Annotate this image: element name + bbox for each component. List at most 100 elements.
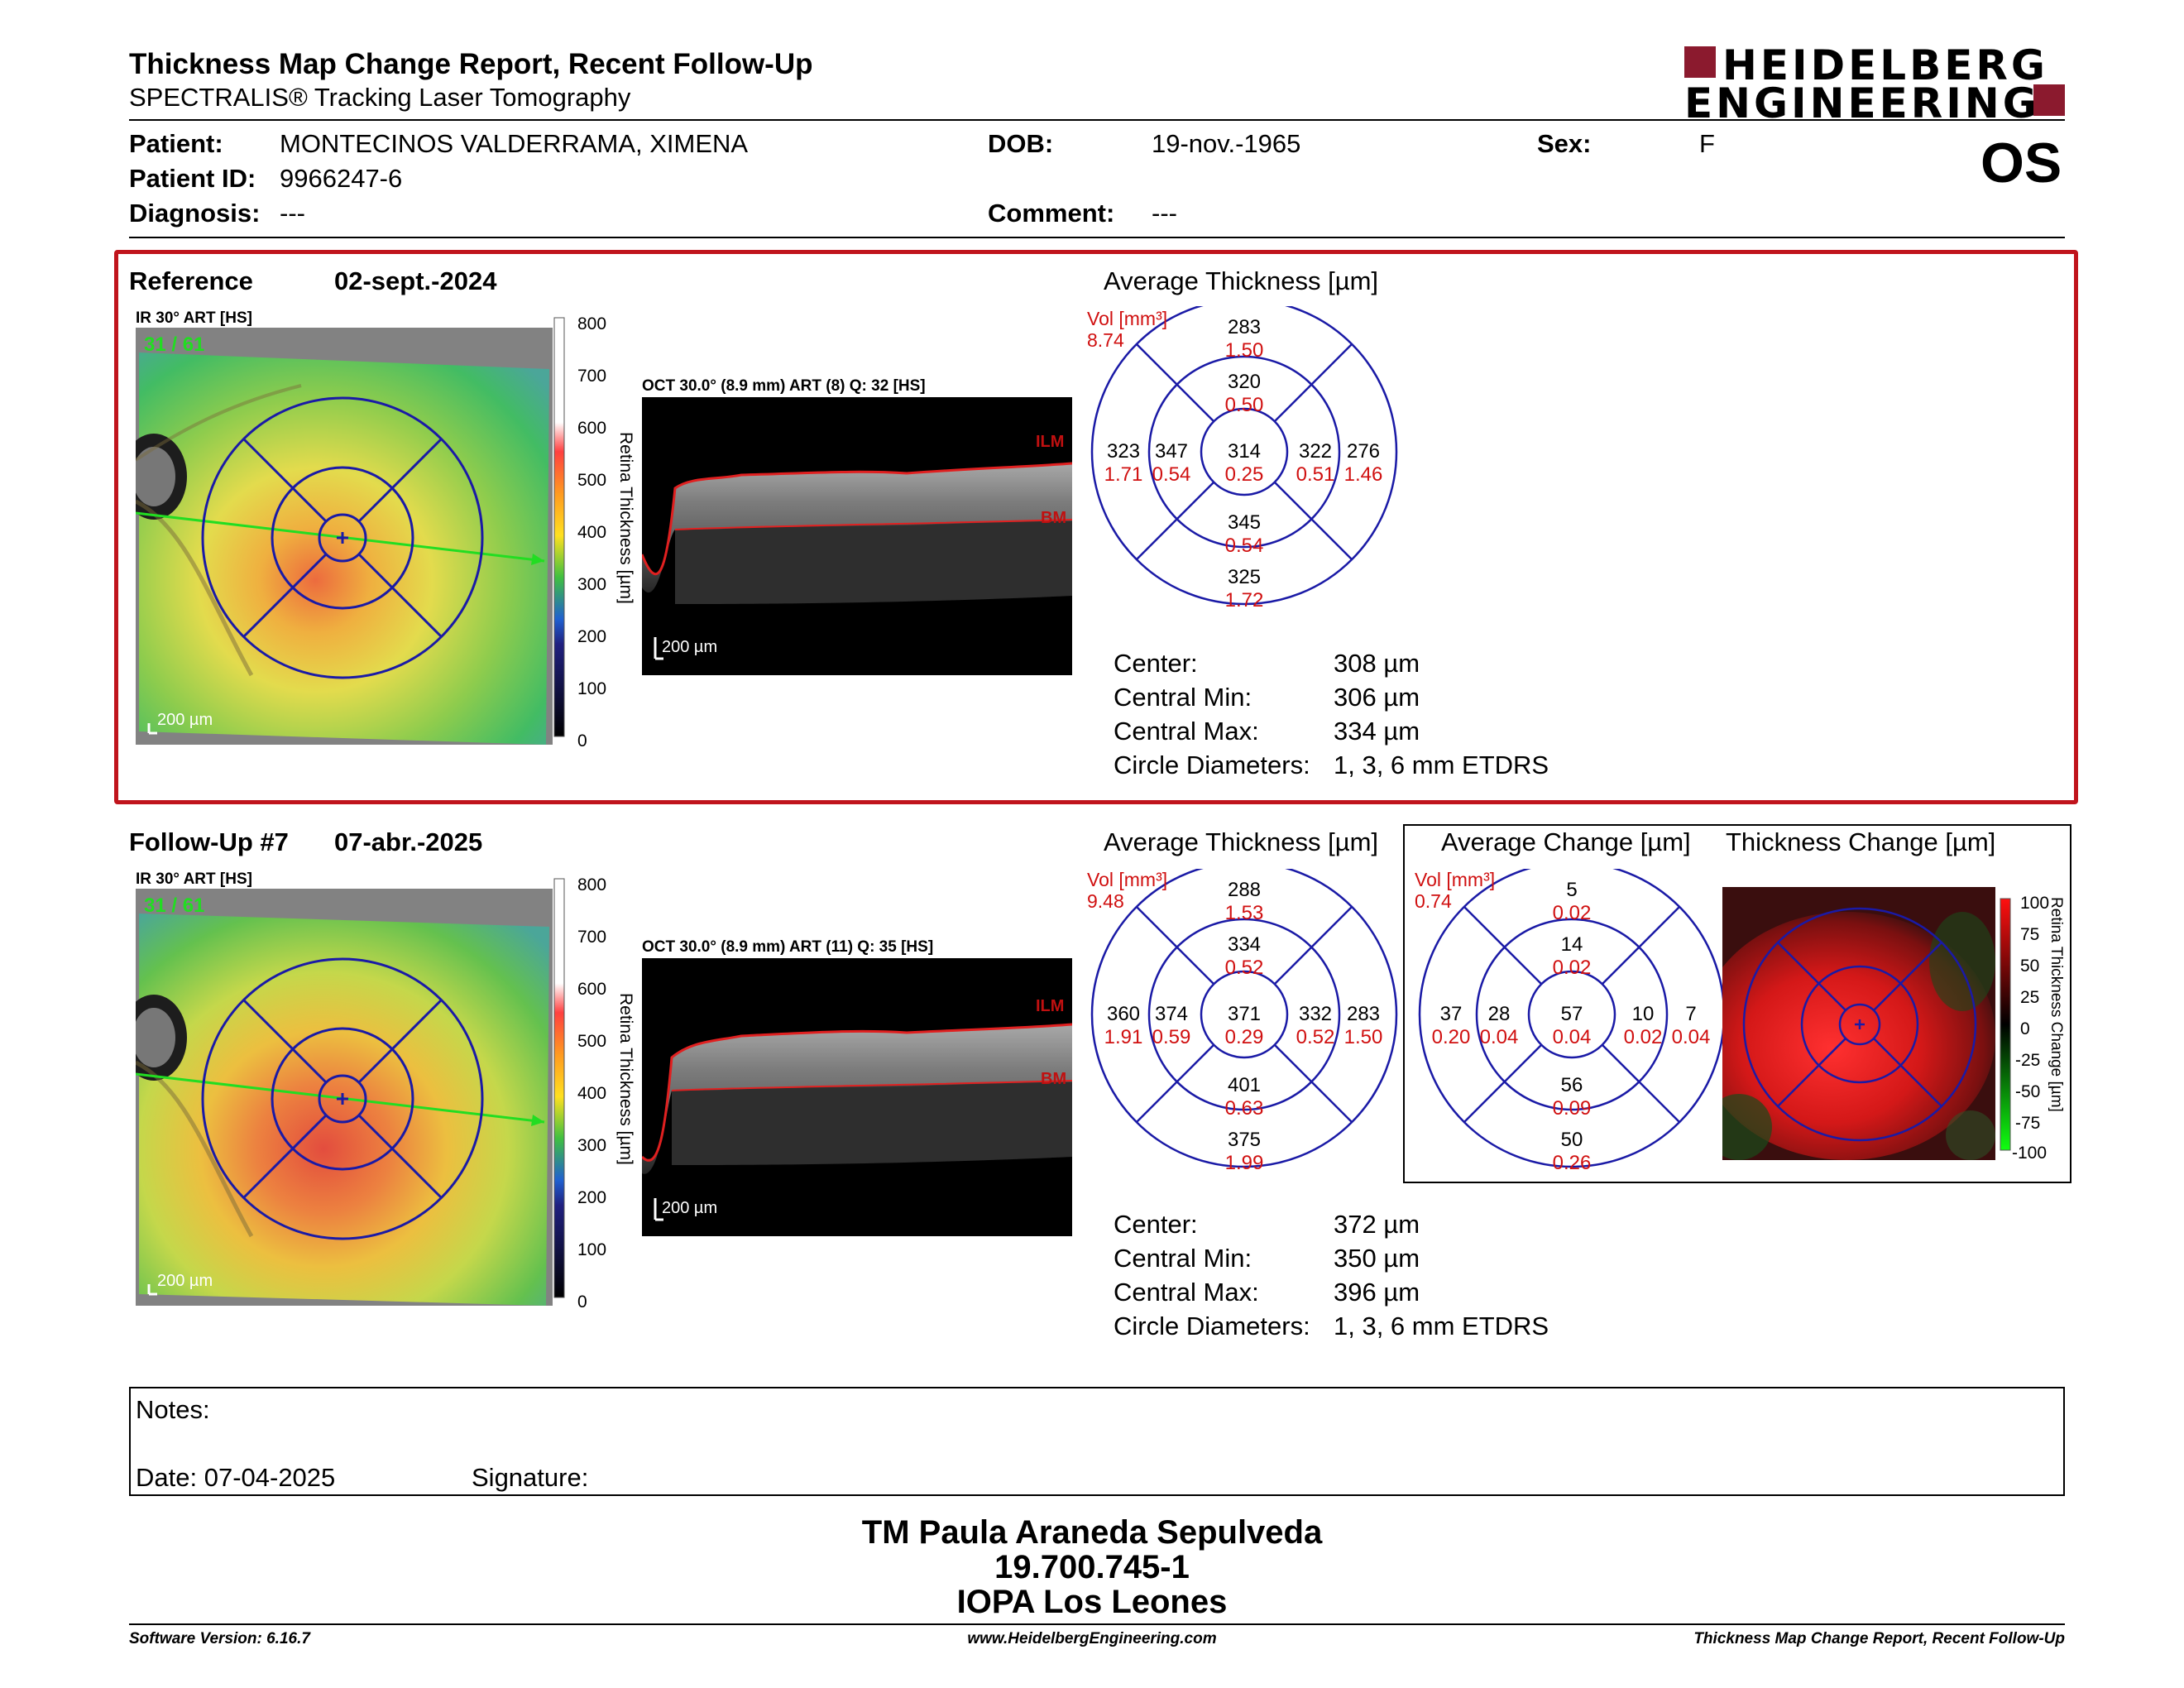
fu-min-value: 350 µm — [1334, 1244, 1420, 1273]
chg-inner-temporal-volume: 0.04 — [1479, 1026, 1519, 1048]
change-vol-value: 0.74 — [1415, 890, 1452, 912]
change-tick: 75 — [2020, 925, 2040, 944]
fu-inner-top-volume: 0.52 — [1224, 957, 1264, 979]
colorbar-tick: 100 — [577, 1240, 607, 1259]
patient-label: Patient: — [129, 129, 223, 158]
fu-oct-label: OCT 30.0° (8.9 mm) ART (11) Q: 35 [HS] — [642, 938, 934, 956]
colorbar-tick: 0 — [577, 1292, 587, 1312]
ref-avg-thickness-title: Average Thickness [µm] — [1104, 266, 1379, 295]
ref-inner-temporal-thickness: 347 — [1154, 440, 1189, 463]
website-link[interactable]: www.HeidelbergEngineering.com — [967, 1630, 1217, 1647]
chg-outer-temporal-volume: 0.20 — [1431, 1026, 1471, 1048]
fu-outer-top-thickness: 288 — [1227, 879, 1262, 901]
ref-oct-label: OCT 30.0° (8.9 mm) ART (8) Q: 32 [HS] — [642, 377, 926, 395]
diagnosis-value: --- — [280, 199, 305, 228]
ref-outer-temporal-volume: 1.71 — [1104, 463, 1143, 486]
fu-inner-temporal-thickness: 374 — [1154, 1003, 1189, 1025]
fu-inner-temporal-volume: 0.59 — [1152, 1026, 1191, 1048]
ref-center-label: Center: — [1114, 649, 1198, 678]
change-tick: -100 — [2012, 1144, 2048, 1163]
fu-ir-label: IR 30° ART [HS] — [136, 870, 252, 888]
fu-diam-label: Circle Diameters: — [1114, 1312, 1310, 1340]
thickness-change-map — [1722, 887, 1995, 1160]
fu-outer-top-volume: 1.53 — [1224, 902, 1264, 924]
change-colorbar-title: Retina Thickness Change [µm] — [2048, 897, 2065, 1112]
chg-center-thickness: 57 — [1560, 1003, 1583, 1025]
fu-outer-bottom-thickness: 375 — [1227, 1129, 1262, 1151]
reference-date: 02-sept.-2024 — [334, 266, 497, 295]
signer-id: 19.700.745-1 — [994, 1549, 1190, 1585]
chg-outer-nasal-thickness: 7 — [1685, 1003, 1697, 1025]
comment-value: --- — [1152, 199, 1177, 228]
change-tick: 0 — [2020, 1019, 2030, 1038]
fu-inner-bottom-thickness: 401 — [1227, 1074, 1262, 1096]
ref-vol-label: Vol [mm³] — [1087, 308, 1168, 329]
fu-max-value: 396 µm — [1334, 1278, 1420, 1307]
chg-outer-bottom-thickness: 50 — [1560, 1129, 1583, 1151]
fu-center-label: Center: — [1114, 1210, 1198, 1239]
ref-center-thickness: 314 — [1227, 440, 1262, 463]
change-tick: 100 — [2020, 894, 2050, 913]
colorbar-tick: 100 — [577, 679, 607, 698]
colorbar-tick: 500 — [577, 471, 607, 490]
change-colorbar: 100 75 50 25 0 -25 -50 -75 -100 Retina T… — [1999, 894, 2068, 1163]
fu-outer-temporal-thickness: 360 — [1106, 1003, 1141, 1025]
ref-oct-scale: 200 µm — [662, 638, 717, 656]
report-title: Thickness Map Change Report, Recent Foll… — [129, 48, 813, 80]
ref-outer-nasal-volume: 1.46 — [1343, 463, 1383, 486]
ref-inner-top-thickness: 320 — [1227, 371, 1262, 393]
ref-min-value: 306 µm — [1334, 683, 1420, 712]
notes-box[interactable] — [129, 1387, 2065, 1496]
chg-inner-top-thickness: 14 — [1560, 933, 1583, 956]
chg-outer-bottom-volume: 0.26 — [1552, 1152, 1592, 1174]
notes-date: Date: 07-04-2025 — [136, 1463, 336, 1492]
signature-label: Signature: — [472, 1463, 589, 1492]
fu-vol-label: Vol [mm³] — [1087, 869, 1168, 890]
fu-inner-bottom-volume: 0.63 — [1224, 1097, 1264, 1120]
ref-outer-bottom-volume: 1.72 — [1224, 589, 1264, 611]
fu-inner-nasal-thickness: 332 — [1298, 1003, 1333, 1025]
fu-max-label: Central Max: — [1114, 1278, 1259, 1307]
chg-outer-top-volume: 0.02 — [1552, 902, 1592, 924]
ref-center-volume: 0.25 — [1224, 463, 1264, 486]
ref-outer-temporal-thickness: 323 — [1106, 440, 1141, 463]
dob-value: 19-nov.-1965 — [1152, 129, 1301, 158]
comment-label: Comment: — [988, 199, 1115, 228]
ref-center-value: 308 µm — [1334, 649, 1420, 678]
chg-center-volume: 0.04 — [1552, 1026, 1592, 1048]
signer-name: TM Paula Araneda Sepulveda — [861, 1514, 1323, 1551]
ref-outer-top-volume: 1.50 — [1224, 339, 1264, 362]
fu-min-label: Central Min: — [1114, 1244, 1252, 1273]
sex-label: Sex: — [1537, 129, 1592, 158]
fu-center-value: 372 µm — [1334, 1210, 1420, 1239]
fu-colorbar-title: Retina Thickness [µm] — [616, 993, 635, 1165]
ref-vol-value: 8.74 — [1087, 329, 1124, 351]
chg-inner-bottom-thickness: 56 — [1560, 1074, 1583, 1096]
ref-inner-temporal-volume: 0.54 — [1152, 463, 1191, 486]
notes-label: Notes: — [136, 1395, 210, 1424]
patient-name: MONTECINOS VALDERRAMA, XIMENA — [280, 129, 749, 158]
ref-diam-value: 1, 3, 6 mm ETDRS — [1334, 750, 1549, 779]
ref-ir-counter: 31 / 61 — [144, 333, 204, 356]
fu-colorbar-ticks: 800 700 600 500 400 300 200 100 0 — [577, 875, 611, 1312]
chg-outer-top-thickness: 5 — [1566, 879, 1578, 901]
patient-id: 9966247-6 — [280, 164, 403, 193]
colorbar-tick: 800 — [577, 875, 607, 894]
change-tick: -50 — [2015, 1082, 2041, 1101]
fu-outer-temporal-volume: 1.91 — [1104, 1026, 1143, 1048]
ref-thickness-colorbar: 800 700 600 500 400 300 200 100 0 Retina… — [553, 314, 635, 750]
ref-inner-nasal-thickness: 322 — [1298, 440, 1333, 463]
colorbar-tick: 400 — [577, 523, 607, 542]
ref-max-value: 334 µm — [1334, 717, 1420, 746]
fu-avg-thickness-title: Average Thickness [µm] — [1104, 827, 1379, 856]
fu-scale-label: 200 µm — [157, 1272, 213, 1290]
chg-inner-bottom-volume: 0.09 — [1552, 1097, 1592, 1120]
change-vol-label: Vol [mm³] — [1415, 869, 1496, 890]
chg-outer-temporal-thickness: 37 — [1439, 1003, 1463, 1025]
fu-oct-scan: ILM BM 200 µm — [640, 958, 1073, 1236]
thickness-change-title: Thickness Change [µm] — [1726, 827, 1996, 856]
ref-diam-label: Circle Diameters: — [1114, 750, 1310, 779]
ref-outer-bottom-thickness: 325 — [1227, 566, 1262, 588]
fu-ilm-label: ILM — [1036, 997, 1064, 1015]
ref-ilm-label: ILM — [1036, 433, 1064, 451]
